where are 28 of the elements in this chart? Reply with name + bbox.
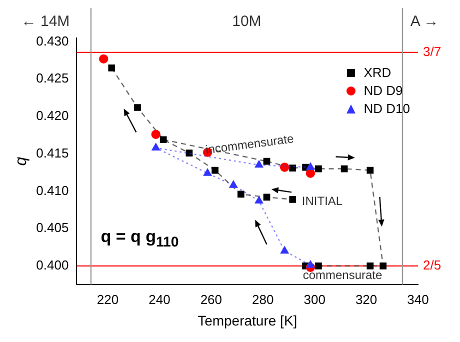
y-tick-label: 0.410 xyxy=(36,182,69,198)
x-tick-label: 320 xyxy=(355,292,378,307)
y-tick-label: 0.420 xyxy=(36,108,69,124)
x-tick-label: 240 xyxy=(148,292,170,307)
x-tick-label: 280 xyxy=(252,292,274,307)
annotation: INITIAL xyxy=(302,194,343,208)
annotation: q = q g$_{110}$ xyxy=(100,226,179,250)
y-tick-label: 0.405 xyxy=(36,220,69,236)
annotation: commensurate xyxy=(302,268,383,282)
x-tick-label: 220 xyxy=(96,292,119,307)
annotation: incommensurate xyxy=(204,131,295,157)
legend-label: XRD xyxy=(364,64,392,82)
y-axis-title: q xyxy=(13,156,30,166)
legend-label: ND D10 xyxy=(364,100,410,118)
text: 3/7 xyxy=(423,44,442,59)
x-tick-label: 260 xyxy=(200,292,222,307)
x-tick-label: 300 xyxy=(304,292,326,307)
text: 2/5 xyxy=(423,257,442,272)
y-tick-label: 0.400 xyxy=(36,257,69,272)
text: ← 14M xyxy=(21,13,70,30)
legend-label: ND D9 xyxy=(364,82,403,100)
y-tick-label: 0.415 xyxy=(36,145,69,160)
y-tick-label: 0.425 xyxy=(36,70,69,86)
text: A → xyxy=(410,13,439,30)
x-axis-title: Temperature [K] xyxy=(198,312,298,328)
y-tick-label: 0.430 xyxy=(36,33,69,48)
x-tick-label: 340 xyxy=(407,292,429,307)
text: 10M xyxy=(232,13,262,30)
